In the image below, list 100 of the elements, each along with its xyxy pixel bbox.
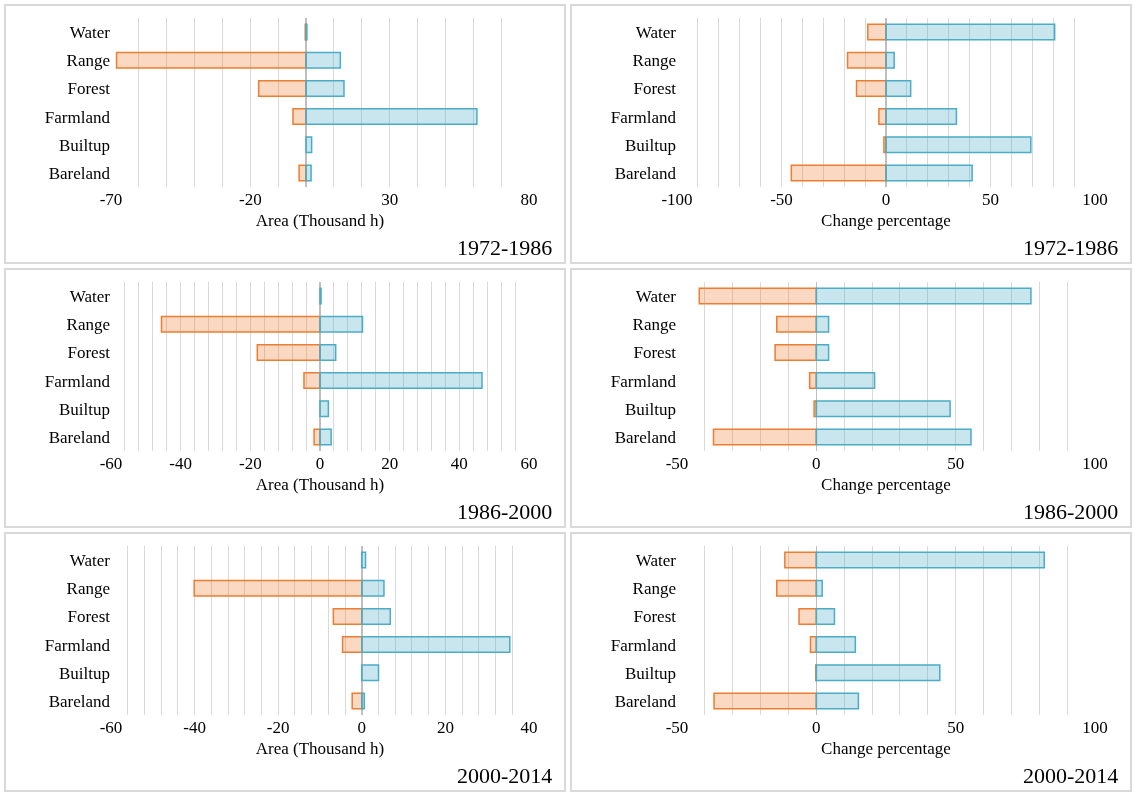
bar: [815, 551, 1046, 569]
bar: [256, 343, 321, 361]
bar: [815, 579, 823, 597]
y-tick-label: Forest: [633, 607, 677, 627]
x-tick-label: 20: [381, 454, 399, 473]
y-tick-label: Range: [66, 51, 110, 71]
y-tick-label: Water: [635, 287, 677, 307]
bar: [815, 636, 857, 654]
x-tick-label: -100: [661, 190, 693, 209]
x-tick-label: 100: [1082, 718, 1108, 737]
bar: [160, 315, 321, 333]
x-tick-label: 50: [982, 190, 999, 209]
y-tick-label: Water: [69, 23, 111, 43]
y-tick-label: Builtup: [58, 135, 110, 155]
x-tick-label: 20: [436, 718, 454, 737]
y-tick-label: Builtup: [58, 399, 110, 419]
x-tick-label: -40: [169, 454, 193, 473]
x-tick-label: 100: [1082, 454, 1108, 473]
y-tick-label: Forest: [67, 607, 111, 627]
bar: [815, 692, 860, 710]
y-tick-label: Builtup: [624, 663, 676, 683]
bar: [712, 428, 818, 446]
y-tick-label: Range: [632, 51, 676, 71]
bar: [815, 400, 951, 418]
bar: [361, 636, 511, 654]
y-tick-label: Range: [632, 315, 676, 335]
x-tick-label: -20: [238, 190, 262, 209]
x-tick-label: 40: [520, 718, 538, 737]
bar: [885, 79, 912, 97]
y-tick-label: Water: [635, 551, 677, 571]
x-tick-label: 30: [381, 190, 399, 209]
bar: [305, 79, 345, 97]
bar: [790, 164, 887, 182]
bar: [815, 372, 876, 390]
y-tick-label: Builtup: [624, 135, 676, 155]
bar: [361, 579, 385, 597]
bar: [698, 287, 818, 305]
bar: [305, 51, 342, 69]
bar: [319, 400, 330, 418]
x-tick-label: 0: [812, 718, 821, 737]
bar: [305, 108, 478, 126]
bar: [815, 428, 972, 446]
x-tick-label: -20: [266, 718, 290, 737]
bar: [257, 79, 307, 97]
bar: [361, 692, 366, 710]
bar: [815, 664, 941, 682]
y-tick-label: Bareland: [614, 691, 677, 711]
bar: [867, 23, 887, 41]
bar: [319, 372, 483, 390]
y-tick-label: Forest: [633, 343, 677, 363]
bar: [115, 51, 307, 69]
bar: [815, 607, 836, 625]
y-tick-label: Farmland: [44, 107, 111, 127]
bar: [885, 164, 973, 182]
x-tick-label: 0: [881, 190, 891, 209]
x-tick-label: 50: [947, 718, 965, 737]
bar: [885, 51, 895, 69]
bar: [319, 343, 337, 361]
y-tick-label: Range: [632, 579, 676, 599]
x-tick-label: -60: [99, 454, 123, 473]
x-tick-label: 80: [520, 190, 538, 209]
x-axis-title: Area (Thousand h): [255, 475, 385, 495]
bar: [774, 343, 818, 361]
bar: [193, 579, 363, 597]
bar: [319, 315, 364, 333]
x-axis-title: Area (Thousand h): [255, 739, 385, 759]
y-tick-label: Farmland: [610, 107, 677, 127]
x-tick-label: -50: [665, 718, 689, 737]
bar: [885, 136, 1032, 154]
y-tick-label: Farmland: [44, 371, 111, 391]
y-tick-label: Forest: [67, 343, 111, 363]
y-tick-label: Builtup: [624, 399, 676, 419]
bar: [784, 551, 818, 569]
y-tick-label: Water: [635, 23, 677, 43]
x-tick-label: 0: [357, 718, 367, 737]
bar: [305, 136, 313, 154]
x-axis-title: Change percentage: [821, 475, 951, 495]
y-tick-label: Range: [66, 315, 110, 335]
text: 1986-2000: [1023, 499, 1119, 524]
x-tick-label: 0: [812, 454, 821, 473]
y-tick-label: Bareland: [48, 163, 111, 183]
x-tick-label: -50: [665, 454, 689, 473]
bar: [815, 343, 830, 361]
y-tick-label: Bareland: [614, 163, 677, 183]
bar: [361, 607, 391, 625]
y-tick-label: Farmland: [610, 371, 677, 391]
bar: [846, 51, 887, 69]
x-axis-title: Area (Thousand h): [255, 211, 385, 231]
bar: [815, 315, 830, 333]
bar: [885, 23, 1056, 41]
y-tick-label: Range: [66, 579, 110, 599]
bar: [885, 108, 958, 126]
y-tick-label: Forest: [67, 79, 111, 99]
bar: [332, 607, 363, 625]
y-tick-label: Bareland: [48, 691, 111, 711]
x-tick-label: -20: [238, 454, 262, 473]
y-tick-label: Bareland: [48, 427, 111, 447]
y-tick-label: Bareland: [614, 427, 677, 447]
x-tick-label: 100: [1082, 190, 1108, 209]
y-tick-label: Water: [69, 287, 111, 307]
